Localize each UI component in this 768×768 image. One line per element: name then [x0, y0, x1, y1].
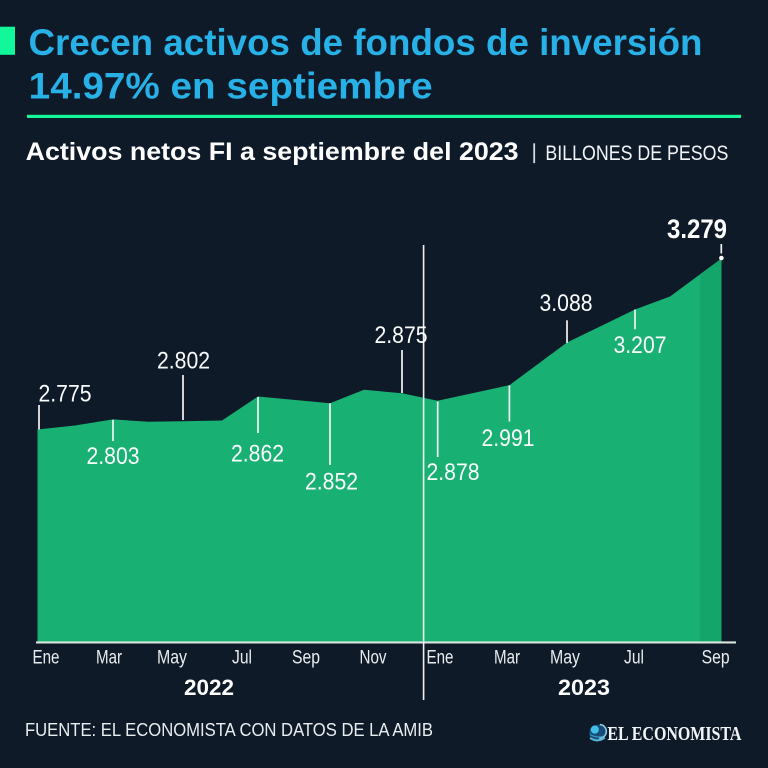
svg-text:Jul: Jul [624, 647, 644, 668]
svg-text:2.878: 2.878 [427, 459, 480, 486]
svg-text:Mar: Mar [96, 647, 123, 668]
svg-text:Crecen activos de fondos de in: Crecen activos de fondos de inversión [29, 21, 703, 63]
svg-text:EL ECONOMISTA: EL ECONOMISTA [607, 723, 741, 745]
svg-text:2.802: 2.802 [157, 348, 210, 375]
svg-text:3.088: 3.088 [540, 290, 593, 317]
svg-text:3.207: 3.207 [614, 332, 667, 359]
svg-text:2.875: 2.875 [375, 322, 428, 349]
svg-text:2022: 2022 [184, 675, 234, 700]
svg-text:Sep: Sep [702, 647, 730, 668]
svg-text:2.991: 2.991 [482, 425, 535, 452]
svg-text:14.97% en septiembre: 14.97% en septiembre [29, 65, 433, 107]
svg-text:2.775: 2.775 [39, 380, 92, 407]
svg-text:2.852: 2.852 [305, 468, 358, 495]
svg-text:FUENTE: EL ECONOMISTA CON DATO: FUENTE: EL ECONOMISTA CON DATOS DE LA AM… [25, 719, 433, 740]
svg-text:2.862: 2.862 [231, 441, 284, 468]
svg-text:Ene: Ene [33, 647, 60, 668]
svg-text:Mar: Mar [494, 647, 521, 668]
svg-text:May: May [550, 647, 580, 668]
svg-text:3.279: 3.279 [667, 214, 727, 244]
svg-text:Activos netos FI a septiembre: Activos netos FI a septiembre del 2023 [26, 138, 519, 166]
svg-text:Ene: Ene [427, 647, 454, 668]
svg-text:2023: 2023 [558, 675, 610, 700]
svg-text:May: May [157, 647, 187, 668]
svg-text:BILLONES DE PESOS: BILLONES DE PESOS [545, 142, 728, 165]
svg-text:Sep: Sep [292, 647, 320, 668]
svg-text:Nov: Nov [360, 647, 387, 668]
svg-text:Jul: Jul [232, 647, 252, 668]
svg-text:2.803: 2.803 [87, 443, 140, 470]
